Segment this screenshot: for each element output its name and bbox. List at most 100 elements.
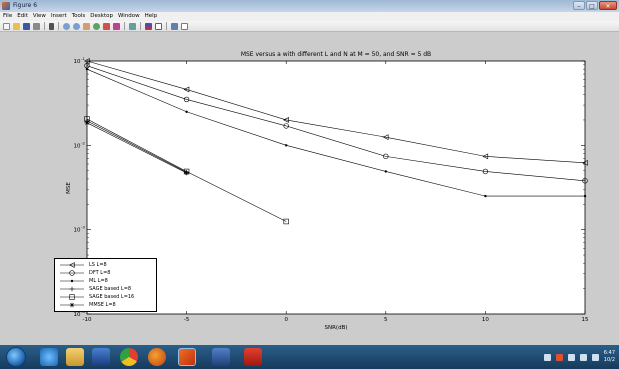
explorer-icon[interactable] [66,348,84,366]
legend-entry-sage-16: SAGE based L=16 [58,293,153,301]
word-icon[interactable] [212,348,230,366]
signal-icon[interactable] [579,353,587,361]
window-title: Figure 6 [13,2,38,9]
x-tick-label: 5 [384,317,388,323]
legend-swatch-ml [60,279,84,283]
menu-bar: File Edit View Insert Tools Desktop Wind… [0,12,619,21]
chrome-icon[interactable] [120,348,138,366]
legend-label-sage-16: SAGE based L=16 [89,294,135,300]
open-file-icon[interactable] [13,22,20,30]
mse-chart: MSE versus a with different L and N at M… [66,51,589,331]
link-icon[interactable] [129,22,136,30]
data-cursor-icon[interactable] [103,22,110,30]
legend-swatch-dft [60,270,84,276]
data-point [382,134,389,141]
pointer-icon[interactable] [49,22,54,30]
pan-icon[interactable] [83,22,90,30]
menu-edit[interactable]: Edit [17,13,28,19]
y-axis-label: MSE [66,182,72,194]
taskbar: 6:47 10/2 [0,345,619,369]
close-button[interactable]: ✕ [599,1,617,10]
rotate-icon[interactable] [93,22,100,30]
legend-marker [69,286,75,292]
new-figure-icon[interactable] [3,22,10,30]
y-tick-exponent: -3 [81,225,85,230]
menu-help[interactable]: Help [144,13,158,19]
menu-window[interactable]: Window [117,13,140,19]
legend-label-ml: ML L=8 [89,278,108,284]
toolbar-separator [124,22,125,30]
tray-app-icon[interactable] [555,353,563,361]
figure-canvas: MSE versus a with different L and N at M… [0,32,619,345]
toolbar-separator [140,22,141,30]
chart-title: MSE versus a with different L and N at M… [241,51,431,58]
show-plot-tools-icon[interactable] [181,22,188,30]
colorbar-icon[interactable] [145,22,152,30]
zoom-out-icon[interactable] [73,22,80,30]
acrobat-icon[interactable] [244,348,262,366]
x-axis-label: SNR(dB) [325,325,348,331]
data-point [183,96,190,103]
legend-entry-sage-8: SAGE based L=8 [58,285,153,293]
print-icon[interactable] [33,22,40,30]
series-line [86,65,586,182]
series-1 [84,62,588,184]
legend-swatch-mmse [60,302,84,308]
menu-insert[interactable]: Insert [50,13,67,19]
system-tray: 6:47 10/2 [543,349,615,365]
series-0 [83,58,588,166]
data-point [185,110,188,113]
data-point [283,123,289,129]
x-tick-label: 15 [582,317,589,323]
data-point [183,86,190,93]
legend-entry-ml: ML L=8 [58,277,153,285]
legend-icon[interactable] [155,22,162,30]
ie-icon[interactable] [40,348,58,366]
x-tick-label: -5 [184,317,190,323]
maximize-button[interactable]: □ [586,1,598,10]
y-tick-label: 10 [74,59,81,65]
data-point [184,170,189,176]
matlab-icon[interactable] [178,348,196,366]
data-point [383,153,389,160]
menu-tools[interactable]: Tools [71,13,86,19]
y-tick-exponent: -2 [81,140,85,145]
x-tick-label: 10 [482,317,489,323]
series-line [86,120,187,173]
series-5 [84,120,189,176]
minimize-button[interactable]: – [573,1,585,10]
legend[interactable]: LS L=8 DFT L=8 ML L=8 SAGE based L=8 SAG… [54,258,157,312]
series-2 [85,67,587,198]
firefox-icon[interactable] [148,348,166,366]
save-icon[interactable] [23,22,30,30]
legend-swatch-sage-8 [60,286,84,292]
menu-view[interactable]: View [32,13,46,19]
legend-label-sage-8: SAGE based L=8 [89,286,132,292]
hide-plot-tools-icon[interactable] [171,22,178,30]
data-point [384,170,387,173]
menu-desktop[interactable]: Desktop [90,13,113,19]
brush-icon[interactable] [113,22,120,30]
window-controls: – □ ✕ [573,1,617,11]
toolbar-separator [44,22,45,30]
legend-marker [70,279,74,283]
data-point [581,159,588,166]
x-tick-label: 0 [284,317,288,323]
clock-date: 10/2 [603,357,615,363]
menu-file[interactable]: File [3,13,13,19]
media-player-icon[interactable] [92,348,110,366]
network-icon[interactable] [567,353,575,361]
zoom-in-icon[interactable] [63,22,70,30]
data-point [482,168,489,175]
legend-entry-ls: LS L=8 [58,261,153,269]
volume-icon[interactable] [591,353,599,361]
legend-swatch-sage-16 [60,294,84,300]
legend-marker [68,262,75,268]
data-point [582,178,588,184]
legend-entry-dft: DFT L=8 [58,269,153,277]
start-button[interactable] [6,347,26,367]
clock[interactable]: 6:47 10/2 [604,350,615,364]
tray-arrow-icon[interactable] [543,353,551,361]
data-point [583,194,587,198]
